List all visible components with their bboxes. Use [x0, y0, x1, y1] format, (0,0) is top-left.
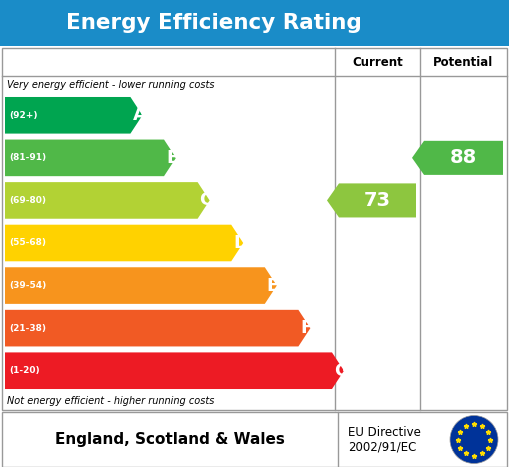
Polygon shape — [412, 141, 503, 175]
Text: D: D — [233, 234, 248, 252]
Text: Very energy efficient - lower running costs: Very energy efficient - lower running co… — [7, 80, 214, 90]
Text: Energy Efficiency Rating: Energy Efficiency Rating — [66, 13, 362, 33]
Text: England, Scotland & Wales: England, Scotland & Wales — [55, 432, 285, 447]
Text: (21-38): (21-38) — [9, 324, 46, 333]
Bar — [2, 412, 507, 467]
Text: EU Directive
2002/91/EC: EU Directive 2002/91/EC — [348, 425, 421, 453]
Polygon shape — [5, 310, 310, 347]
Text: C: C — [200, 191, 213, 209]
Text: (1-20): (1-20) — [9, 366, 40, 375]
Text: B: B — [166, 149, 180, 167]
Text: Not energy efficient - higher running costs: Not energy efficient - higher running co… — [7, 396, 214, 406]
Text: E: E — [267, 276, 279, 295]
Text: (55-68): (55-68) — [9, 239, 46, 248]
Polygon shape — [5, 182, 210, 219]
Bar — [0, 0, 509, 46]
Polygon shape — [327, 184, 416, 218]
Text: (69-80): (69-80) — [9, 196, 46, 205]
Text: Potential: Potential — [433, 56, 494, 69]
Polygon shape — [5, 225, 243, 262]
Text: (81-91): (81-91) — [9, 153, 46, 163]
Polygon shape — [5, 267, 277, 304]
Text: 88: 88 — [450, 149, 477, 167]
Text: 73: 73 — [364, 191, 391, 210]
Polygon shape — [5, 353, 344, 389]
Polygon shape — [5, 140, 176, 176]
Text: F: F — [300, 319, 313, 337]
Polygon shape — [5, 97, 143, 134]
Text: (39-54): (39-54) — [9, 281, 46, 290]
Text: (92+): (92+) — [9, 111, 38, 120]
Bar — [2, 48, 507, 410]
Text: G: G — [334, 362, 349, 380]
Text: Current: Current — [352, 56, 403, 69]
Text: A: A — [132, 106, 146, 124]
Circle shape — [450, 416, 498, 464]
